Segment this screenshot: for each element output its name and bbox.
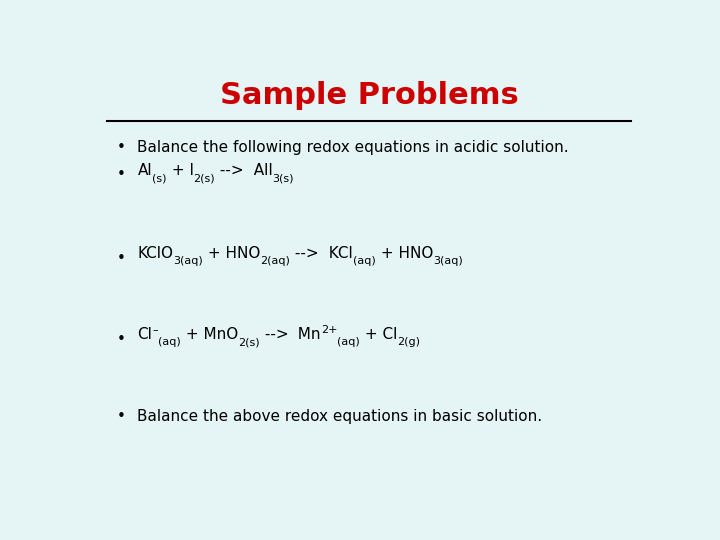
Text: + HNO: + HNO (376, 246, 433, 261)
Text: -->: --> (215, 163, 244, 178)
Text: 3(aq): 3(aq) (433, 256, 463, 266)
Text: -->: --> (290, 246, 319, 261)
Text: KClO: KClO (138, 246, 174, 261)
Text: 2+: 2+ (320, 326, 337, 335)
Text: + I: + I (166, 163, 194, 178)
Text: Sample Problems: Sample Problems (220, 82, 518, 111)
Text: 2(g): 2(g) (397, 338, 420, 347)
Text: AlI: AlI (244, 163, 273, 178)
Text: 3(s): 3(s) (273, 173, 294, 183)
Text: Al: Al (138, 163, 152, 178)
Text: Cl: Cl (138, 327, 153, 342)
Text: + MnO: + MnO (181, 327, 238, 342)
Text: 2(aq): 2(aq) (261, 256, 290, 266)
Text: Balance the above redox equations in basic solution.: Balance the above redox equations in bas… (138, 409, 543, 424)
Text: 2(s): 2(s) (194, 173, 215, 183)
Text: •: • (116, 409, 125, 424)
Text: (aq): (aq) (353, 256, 376, 266)
Text: + HNO: + HNO (203, 246, 261, 261)
Text: –: – (153, 326, 158, 335)
Text: •: • (116, 251, 125, 266)
Text: -->: --> (259, 327, 288, 342)
Text: (aq): (aq) (158, 338, 181, 347)
Text: 2(s): 2(s) (238, 338, 259, 347)
Text: + Cl: + Cl (360, 327, 397, 342)
Text: •: • (116, 332, 125, 347)
Text: •: • (116, 140, 125, 156)
Text: (s): (s) (152, 173, 166, 183)
Text: •: • (116, 167, 125, 183)
Text: 3(aq): 3(aq) (174, 256, 203, 266)
Text: KCl: KCl (319, 246, 353, 261)
Text: Balance the following redox equations in acidic solution.: Balance the following redox equations in… (138, 140, 569, 156)
Text: Mn: Mn (288, 327, 320, 342)
Text: (aq): (aq) (337, 338, 360, 347)
